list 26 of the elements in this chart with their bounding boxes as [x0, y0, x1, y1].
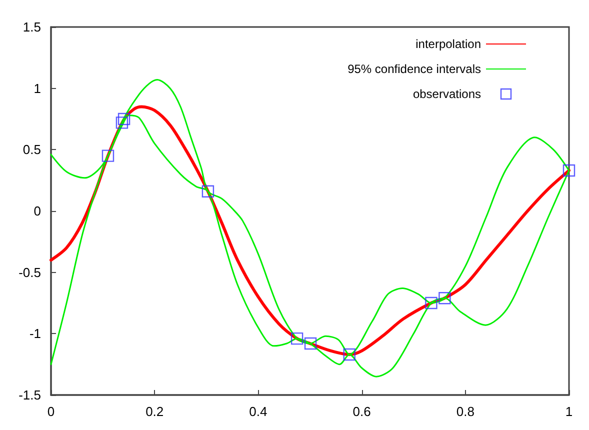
y-tick-label: 1.5 — [22, 20, 41, 34]
point — [118, 112, 130, 126]
legend-label: 95% confidence intervals — [348, 62, 481, 76]
point — [562, 164, 576, 177]
y-tick-label: 0.5 — [22, 142, 41, 158]
y-tick-label: -1.5 — [18, 388, 41, 402]
point — [102, 150, 114, 162]
point — [290, 332, 304, 345]
point — [438, 292, 451, 304]
y-tick-label: -0.5 — [18, 264, 41, 280]
y-tick-label: 1 — [34, 80, 41, 96]
y-tick-label: -1 — [29, 326, 41, 342]
x-tick-label: 0 — [47, 404, 55, 419]
point — [116, 116, 128, 129]
x-tick-label: 0.2 — [146, 404, 164, 419]
x-tick-label: 0.6 — [352, 404, 371, 419]
y-tick-label: 0 — [34, 204, 41, 218]
x-tick-label: 0.8 — [456, 404, 474, 419]
point — [304, 337, 317, 350]
legend-label: observations — [412, 87, 481, 101]
point — [202, 185, 214, 198]
point — [343, 348, 356, 361]
legend-label: interpolation — [416, 37, 481, 51]
x-tick-label: 0.4 — [249, 404, 268, 419]
point — [425, 296, 438, 310]
x-tick-label: 1 — [565, 404, 573, 419]
